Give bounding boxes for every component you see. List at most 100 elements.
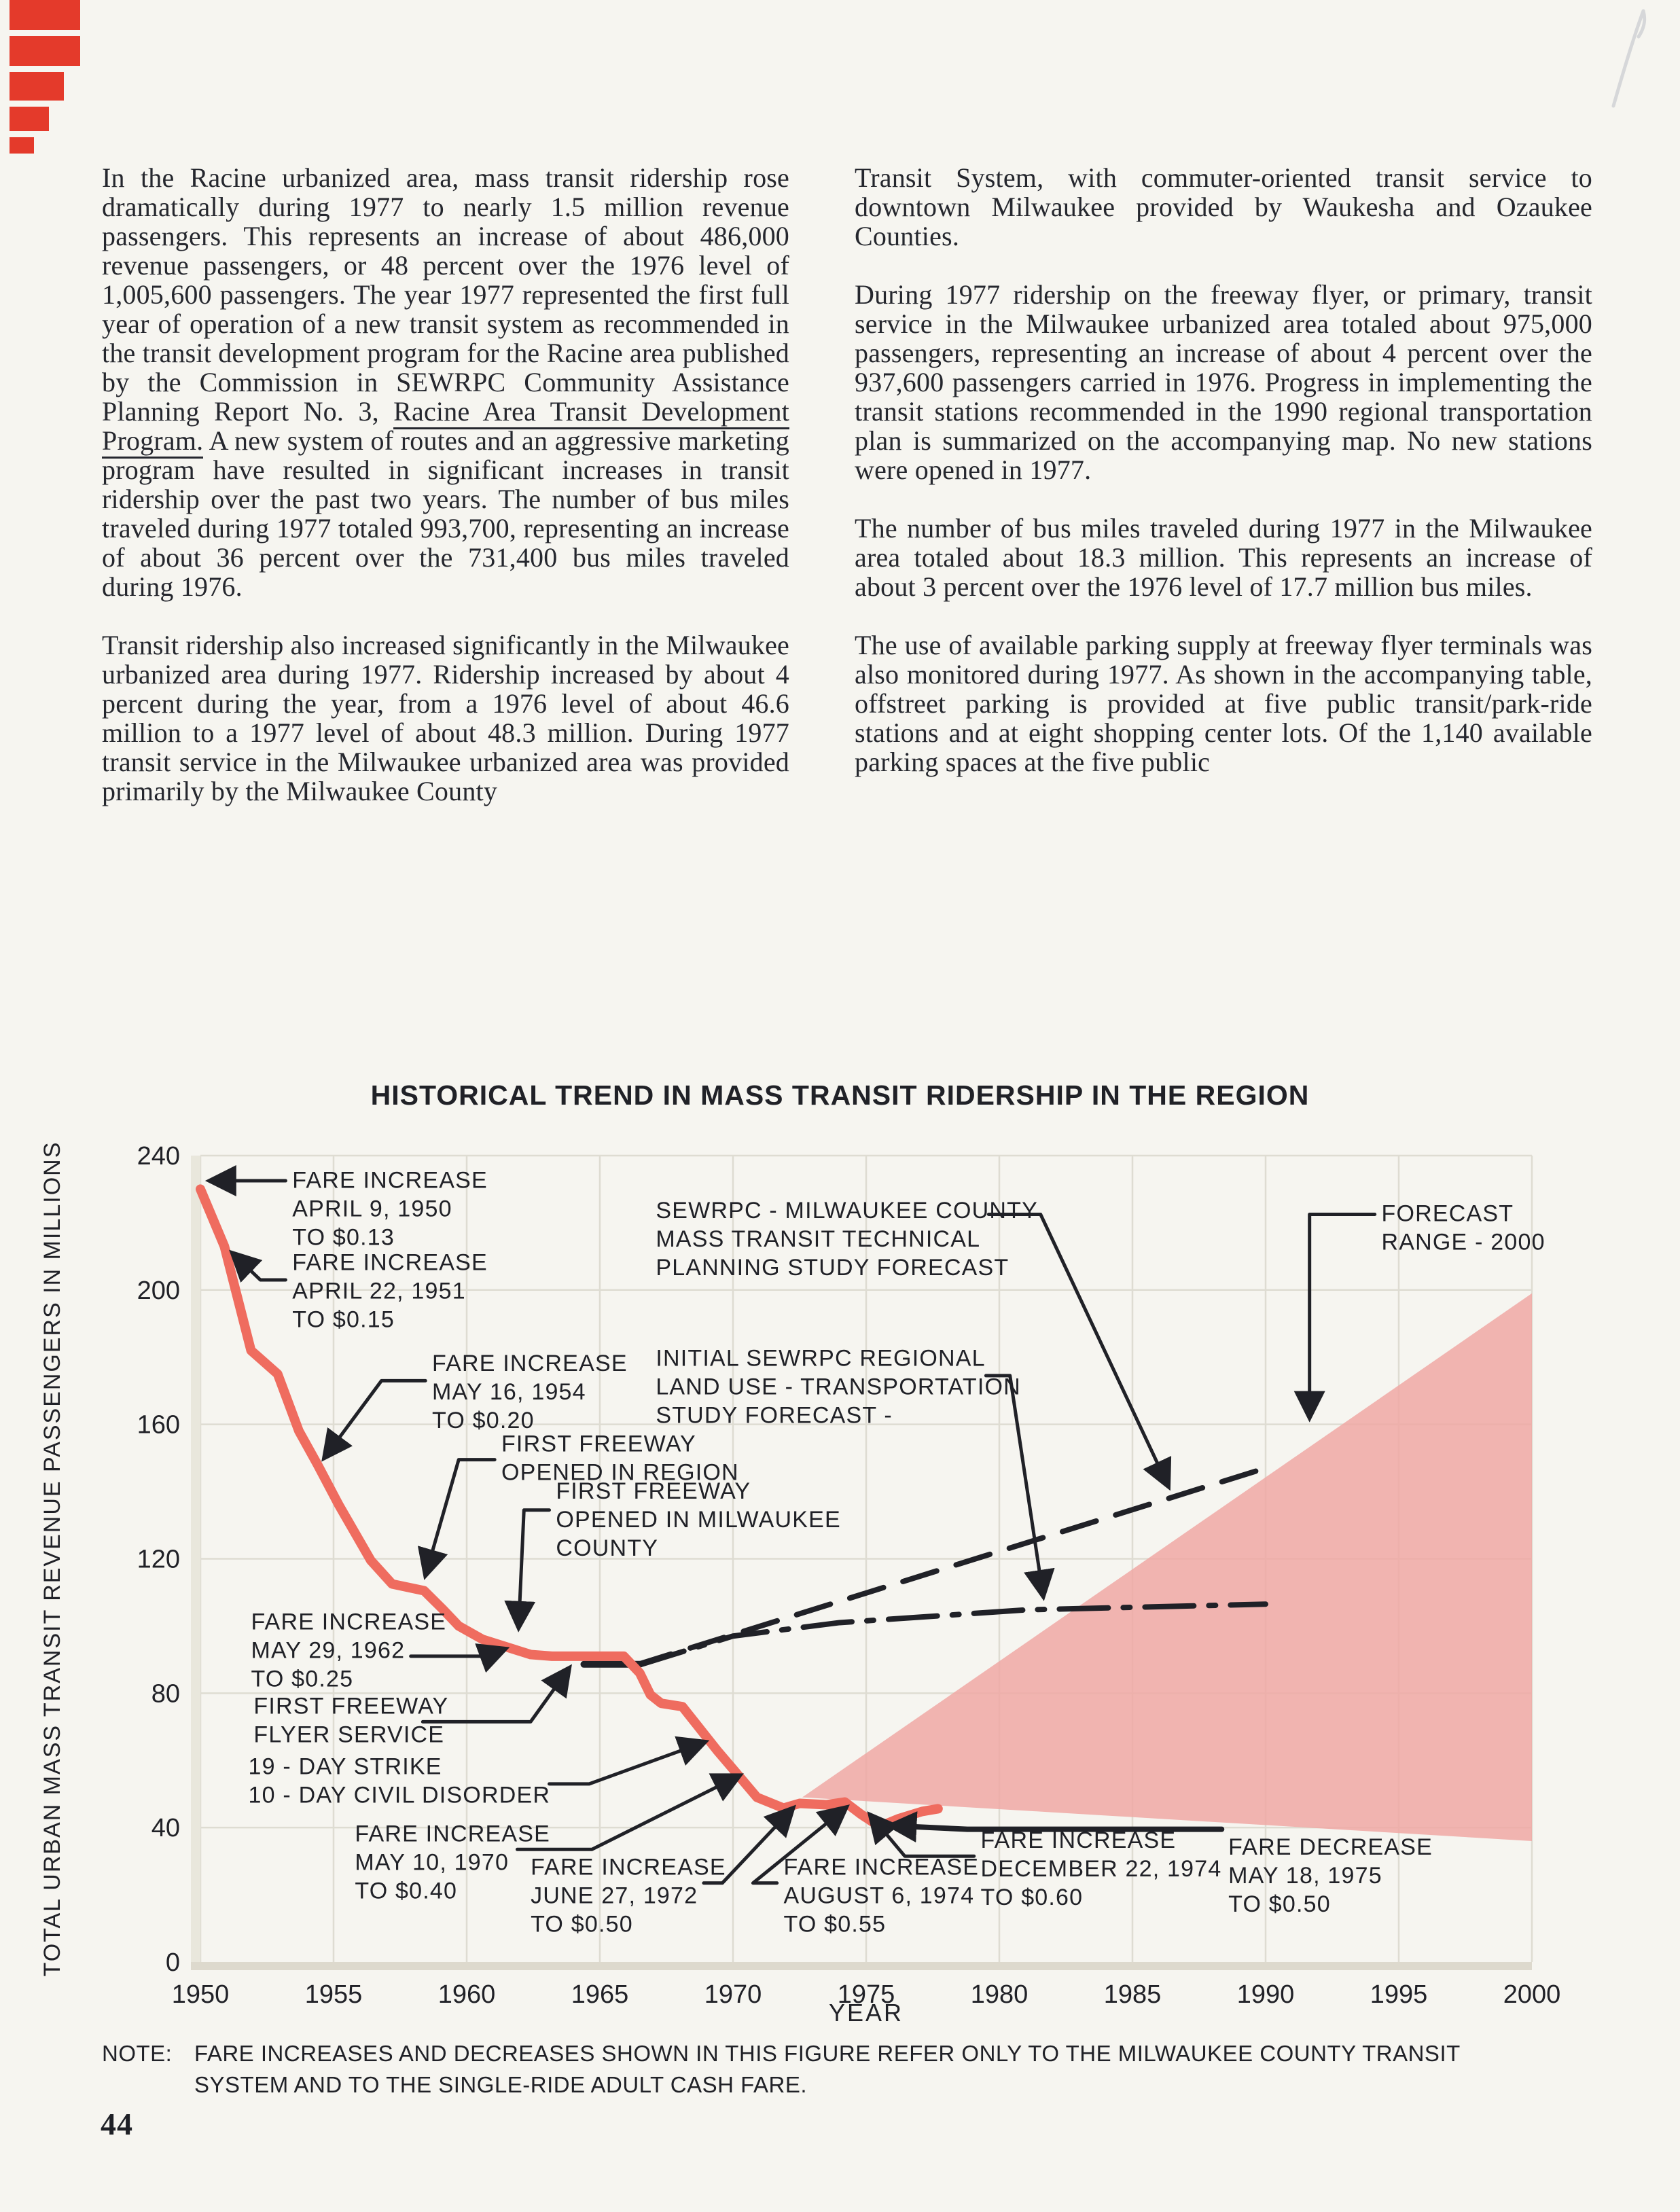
x-tick-label: 1995	[1370, 1980, 1428, 2009]
annotation-leader	[229, 1249, 287, 1283]
annotation-leader	[515, 1773, 744, 1851]
annotation-text: AUGUST 6, 1974	[783, 1883, 974, 1909]
x-tick-label: 1955	[305, 1980, 363, 2009]
x-tick-label: 1950	[172, 1980, 230, 2009]
annotation-text: LAND USE - TRANSPORTATION	[656, 1374, 1021, 1399]
registration-bar	[10, 72, 64, 101]
paragraph: During 1977 ridership on the freeway fly…	[855, 280, 1592, 484]
annotation-text: MASS TRANSIT TECHNICAL	[656, 1226, 980, 1252]
annotation-text: APRIL 22, 1951	[292, 1278, 466, 1304]
note-text: FARE INCREASES AND DECREASES SHOWN IN TH…	[194, 2041, 1461, 2097]
annotation-text: PLANNING STUDY FORECAST	[656, 1255, 1009, 1281]
text-column-right: Transit System, with commuter-oriented t…	[855, 163, 1592, 777]
annotation-text: FARE INCREASE	[251, 1609, 446, 1635]
annotation-leader	[867, 1811, 976, 1858]
annotation-text: TO $0.50	[531, 1912, 633, 1938]
paragraph: The number of bus miles traveled during …	[855, 514, 1592, 601]
x-tick-label: 1970	[704, 1980, 762, 2009]
registration-bar	[10, 137, 34, 154]
annotation-text: APRIL 9, 1950	[292, 1196, 452, 1221]
annotation-text: TO $0.25	[251, 1666, 353, 1692]
y-tick-label: 120	[137, 1545, 180, 1573]
annotation-initial-sewrpc-forecast-label: INITIAL SEWRPC REGIONAL LAND USE - TRANSP…	[656, 1345, 1055, 1601]
text-run: The use of available parking supply at f…	[855, 630, 1592, 777]
text-column-left: In the Racine urbanized area, mass trans…	[102, 163, 789, 806]
y-axis-band	[191, 1155, 200, 1962]
annotation-text: FARE INCREASE	[292, 1167, 488, 1193]
annotation-text: 19 - DAY STRIKE	[249, 1753, 442, 1779]
x-tick-label: 1985	[1104, 1980, 1162, 2009]
annotation-text: JUNE 27, 1972	[531, 1883, 698, 1909]
annotation-text: TO $0.55	[783, 1912, 886, 1938]
color-registration-marks	[10, 0, 80, 160]
annotation-leader	[548, 1736, 710, 1786]
x-tick-label: 2000	[1503, 1980, 1561, 2009]
x-tick-label: 1965	[571, 1980, 629, 2009]
y-tick-label: 240	[137, 1142, 180, 1171]
annotation-leader	[984, 1374, 1055, 1601]
annotation-text: TO $0.20	[432, 1408, 535, 1433]
annotation-text: FIRST FREEWAY	[501, 1431, 696, 1457]
annotation-text: MAY 16, 1954	[432, 1379, 586, 1405]
paragraph: The use of available parking supply at f…	[855, 630, 1592, 777]
annotation-text: TO $0.15	[292, 1306, 395, 1332]
annotation-text: TO $0.60	[981, 1885, 1084, 1910]
series-initial-sewrpc-forecast	[634, 1601, 1268, 1669]
annotation-leader	[702, 1804, 796, 1885]
registration-bar	[10, 36, 80, 66]
registration-bar	[10, 0, 80, 30]
annotation-text: INITIAL SEWRPC REGIONAL	[656, 1345, 985, 1371]
paragraph: In the Racine urbanized area, mass trans…	[102, 163, 789, 601]
annotation-first-freeway-flyer: FIRST FREEWAY FLYER SERVICE	[253, 1664, 572, 1747]
text-run: The number of bus miles traveled during …	[855, 513, 1592, 602]
annotation-leader	[421, 1664, 572, 1724]
x-tick-label: 1980	[971, 1980, 1029, 2009]
text-run: During 1977 ridership on the freeway fly…	[855, 279, 1592, 485]
y-tick-label: 40	[151, 1814, 180, 1842]
x-tick-label: 1975	[838, 1980, 895, 2009]
annotation-leader	[409, 1643, 510, 1673]
annotation-fare-increase-1972: FARE INCREASE JUNE 27, 1972 TO $0.50	[531, 1804, 796, 1938]
series-actual-ridership	[196, 1184, 943, 1832]
annotation-leader	[885, 1811, 1225, 1843]
text-run: Transit ridership also increased signifi…	[102, 630, 790, 806]
text-run: A new system of routes and an aggressive…	[102, 425, 789, 602]
annotation-leader	[417, 1458, 497, 1580]
annotation-forecast-range-label: FORECAST RANGE - 2000	[1293, 1201, 1545, 1423]
annotation-text: STUDY FORECAST -	[656, 1402, 893, 1428]
x-axis-title: YEAR	[829, 1999, 904, 2027]
annotation-fare-increase-1950: FARE INCREASE APRIL 9, 1950 TO $0.13	[204, 1165, 488, 1250]
x-tick-label: 1990	[1237, 1980, 1295, 2009]
annotation-text: TO $0.40	[355, 1878, 457, 1904]
annotation-text: OPENED IN MILWAUKEE	[556, 1507, 841, 1533]
annotation-text: FARE DECREASE	[1228, 1834, 1433, 1860]
ridership-trend-chart: FARE INCREASE APRIL 9, 1950 TO $0.13 FARE I…	[27, 1107, 1617, 2028]
annotation-first-freeway-region: FIRST FREEWAY OPENED IN REGION	[417, 1431, 739, 1580]
text-run: In the Racine urbanized area, mass trans…	[102, 162, 789, 427]
annotation-text: OPENED IN REGION	[501, 1460, 739, 1486]
annotation-text: TO $0.13	[292, 1224, 395, 1250]
registration-bar	[10, 107, 49, 131]
annotation-fare-increase-1954: FARE INCREASE MAY 16, 1954 TO $0.20	[321, 1351, 627, 1462]
annotation-text: FIRST FREEWAY	[253, 1693, 448, 1719]
annotation-text: TO $0.50	[1228, 1891, 1331, 1917]
annotation-text: MAY 29, 1962	[251, 1638, 405, 1664]
annotation-text: RANGE - 2000	[1382, 1230, 1545, 1255]
annotation-text: 10 - DAY CIVIL DISORDER	[249, 1782, 551, 1808]
y-axis-title: TOTAL URBAN MASS TRANSIT REVENUE PASSENG…	[39, 1141, 65, 1977]
x-axis-band	[191, 1962, 1532, 1970]
y-tick-label: 200	[137, 1277, 180, 1305]
page-number: 44	[101, 2107, 133, 2141]
chart-title: HISTORICAL TREND IN MASS TRANSIT RIDERSH…	[370, 1080, 1310, 1111]
annotation-leader	[504, 1508, 552, 1633]
y-tick-label: 80	[151, 1679, 180, 1708]
series-sewrpc-milwaukee-county-forecast	[634, 1465, 1268, 1668]
annotation-text: FARE INCREASE	[783, 1855, 979, 1880]
forecast-range-2000-band	[802, 1293, 1532, 1841]
annotation-text: DECEMBER 22, 1974	[981, 1856, 1222, 1882]
